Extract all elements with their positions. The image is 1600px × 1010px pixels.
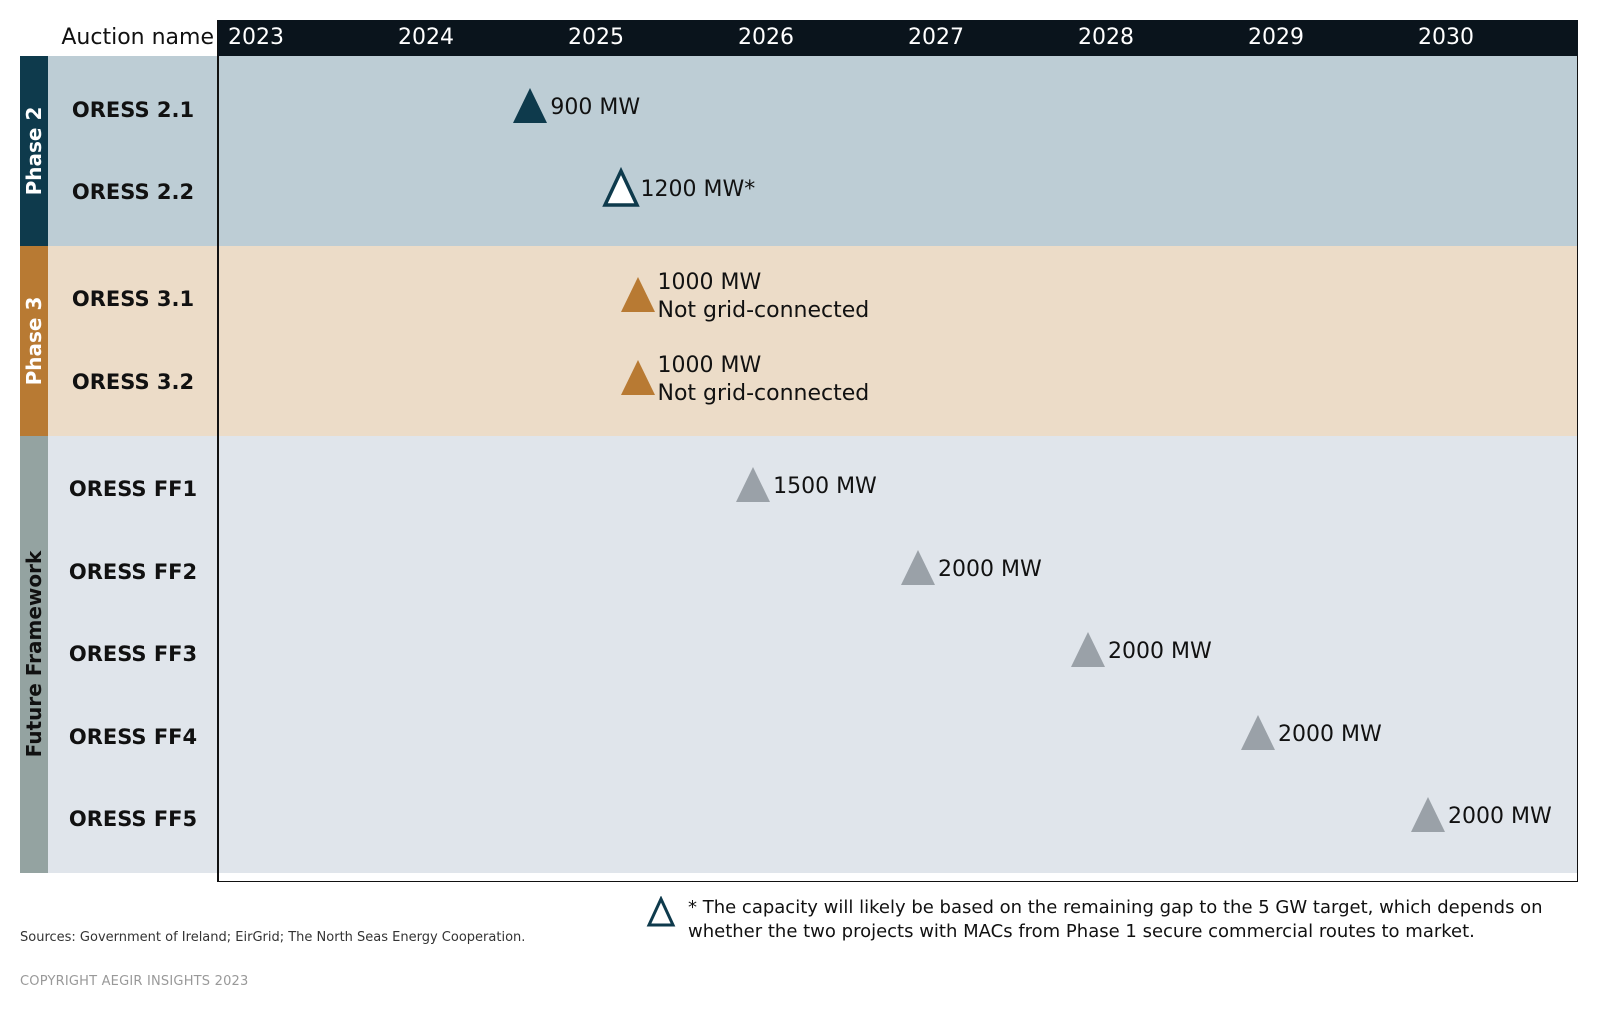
auction-name-label: ORESS FF2: [68, 559, 198, 584]
year-label-2023: 2023: [228, 25, 284, 50]
triangle-shape: [513, 87, 548, 123]
footnote: * The capacity will likely be based on t…: [688, 897, 1543, 942]
triangle-marker: [736, 467, 771, 503]
phase-name-background-1: [48, 56, 218, 246]
capacity-value: 1500 MW: [773, 474, 877, 500]
capacity-label: 2000 MW: [1278, 721, 1382, 749]
year-label-2029: 2029: [1248, 25, 1304, 50]
year-label-2026: 2026: [738, 25, 794, 50]
triangle-shape: [901, 549, 935, 585]
capacity-value: 1200 MW*: [640, 177, 756, 203]
phase-label: Phase 3: [22, 296, 46, 385]
phase-label: Phase 2: [22, 106, 46, 196]
triangle-marker: [901, 549, 935, 585]
phase-bar-3: Future Framework: [20, 435, 48, 873]
phase-band-3: [218, 435, 1578, 873]
phase-label: Future Framework: [22, 550, 46, 758]
auction-name-label: ORESS 3.1: [71, 287, 195, 312]
triangle-marker: [1411, 797, 1445, 833]
auction-name-header: Auction name: [61, 25, 214, 50]
triangle-marker: [1241, 714, 1275, 750]
capacity-label: 900 MW: [550, 94, 640, 122]
auction-name-label: ORESS 3.2: [71, 369, 195, 394]
capacity-note: Not grid-connected: [657, 380, 870, 406]
capacity-value: 1000 MW: [657, 352, 762, 378]
auction-name-label: ORESS 2.2: [71, 180, 195, 205]
auction-name-label: ORESS FF3: [68, 642, 198, 667]
auction-name-label: ORESS FF5: [68, 807, 198, 832]
year-label-2030: 2030: [1418, 25, 1474, 50]
triangle-marker: [620, 277, 655, 313]
triangle-shape: [620, 277, 655, 313]
triangle-marker: [513, 87, 548, 123]
phase-band-1: [218, 56, 1578, 246]
chart-frame-bottom: [218, 881, 1578, 882]
capacity-value: 2000 MW: [938, 556, 1042, 582]
auction-name-label: ORESS FF1: [68, 477, 198, 502]
outline-triangle-icon: [646, 896, 676, 927]
year-label-2028: 2028: [1078, 25, 1134, 50]
year-label-2025: 2025: [568, 25, 624, 50]
capacity-label: 2000 MW: [938, 556, 1042, 584]
capacity-label: 2000 MW: [1448, 803, 1552, 831]
outline-triangle-marker: [601, 167, 640, 207]
phase-name-background-3: [48, 435, 218, 873]
triangle-shape: [601, 167, 640, 207]
triangle-shape: [1241, 714, 1275, 750]
phase-bar-2: Phase 3: [20, 245, 48, 436]
auction-name-label: ORESS 2.1: [71, 97, 195, 122]
chart-frame-right: [1577, 56, 1578, 882]
triangle-shape: [1411, 797, 1445, 833]
triangle-marker: [1071, 632, 1105, 668]
capacity-value: 2000 MW: [1448, 804, 1552, 830]
name-column-divider: [217, 20, 219, 882]
capacity-label: 1500 MW: [773, 473, 877, 501]
triangle-shape: [620, 359, 655, 395]
capacity-label: 2000 MW: [1108, 638, 1212, 666]
capacity-label: 1000 MW Not grid-connected: [658, 352, 870, 408]
copyright-note: COPYRIGHT AEGIR INSIGHTS 2023: [20, 974, 249, 989]
triangle-shape: [736, 467, 771, 503]
year-label-2027: 2027: [908, 25, 964, 50]
capacity-value: 2000 MW: [1278, 721, 1382, 747]
capacity-label: 1200 MW*: [641, 176, 756, 204]
capacity-value: 900 MW: [550, 94, 641, 120]
phase-band-2: [218, 245, 1578, 436]
capacity-value: 2000 MW: [1108, 639, 1212, 665]
triangle-shape: [1071, 632, 1105, 668]
capacity-note: Not grid-connected: [657, 298, 870, 324]
year-label-2024: 2024: [398, 25, 454, 50]
auction-name-label: ORESS FF4: [68, 724, 198, 749]
phase-name-background-2: [48, 245, 218, 436]
sources-note: Sources: Government of Ireland; EirGrid;…: [20, 930, 526, 945]
triangle-marker: [620, 359, 655, 395]
capacity-value: 1000 MW: [657, 270, 762, 296]
phase-bar-1: Phase 2: [20, 56, 48, 246]
capacity-label: 1000 MW Not grid-connected: [658, 269, 870, 325]
year-header-bar: [218, 20, 1578, 56]
